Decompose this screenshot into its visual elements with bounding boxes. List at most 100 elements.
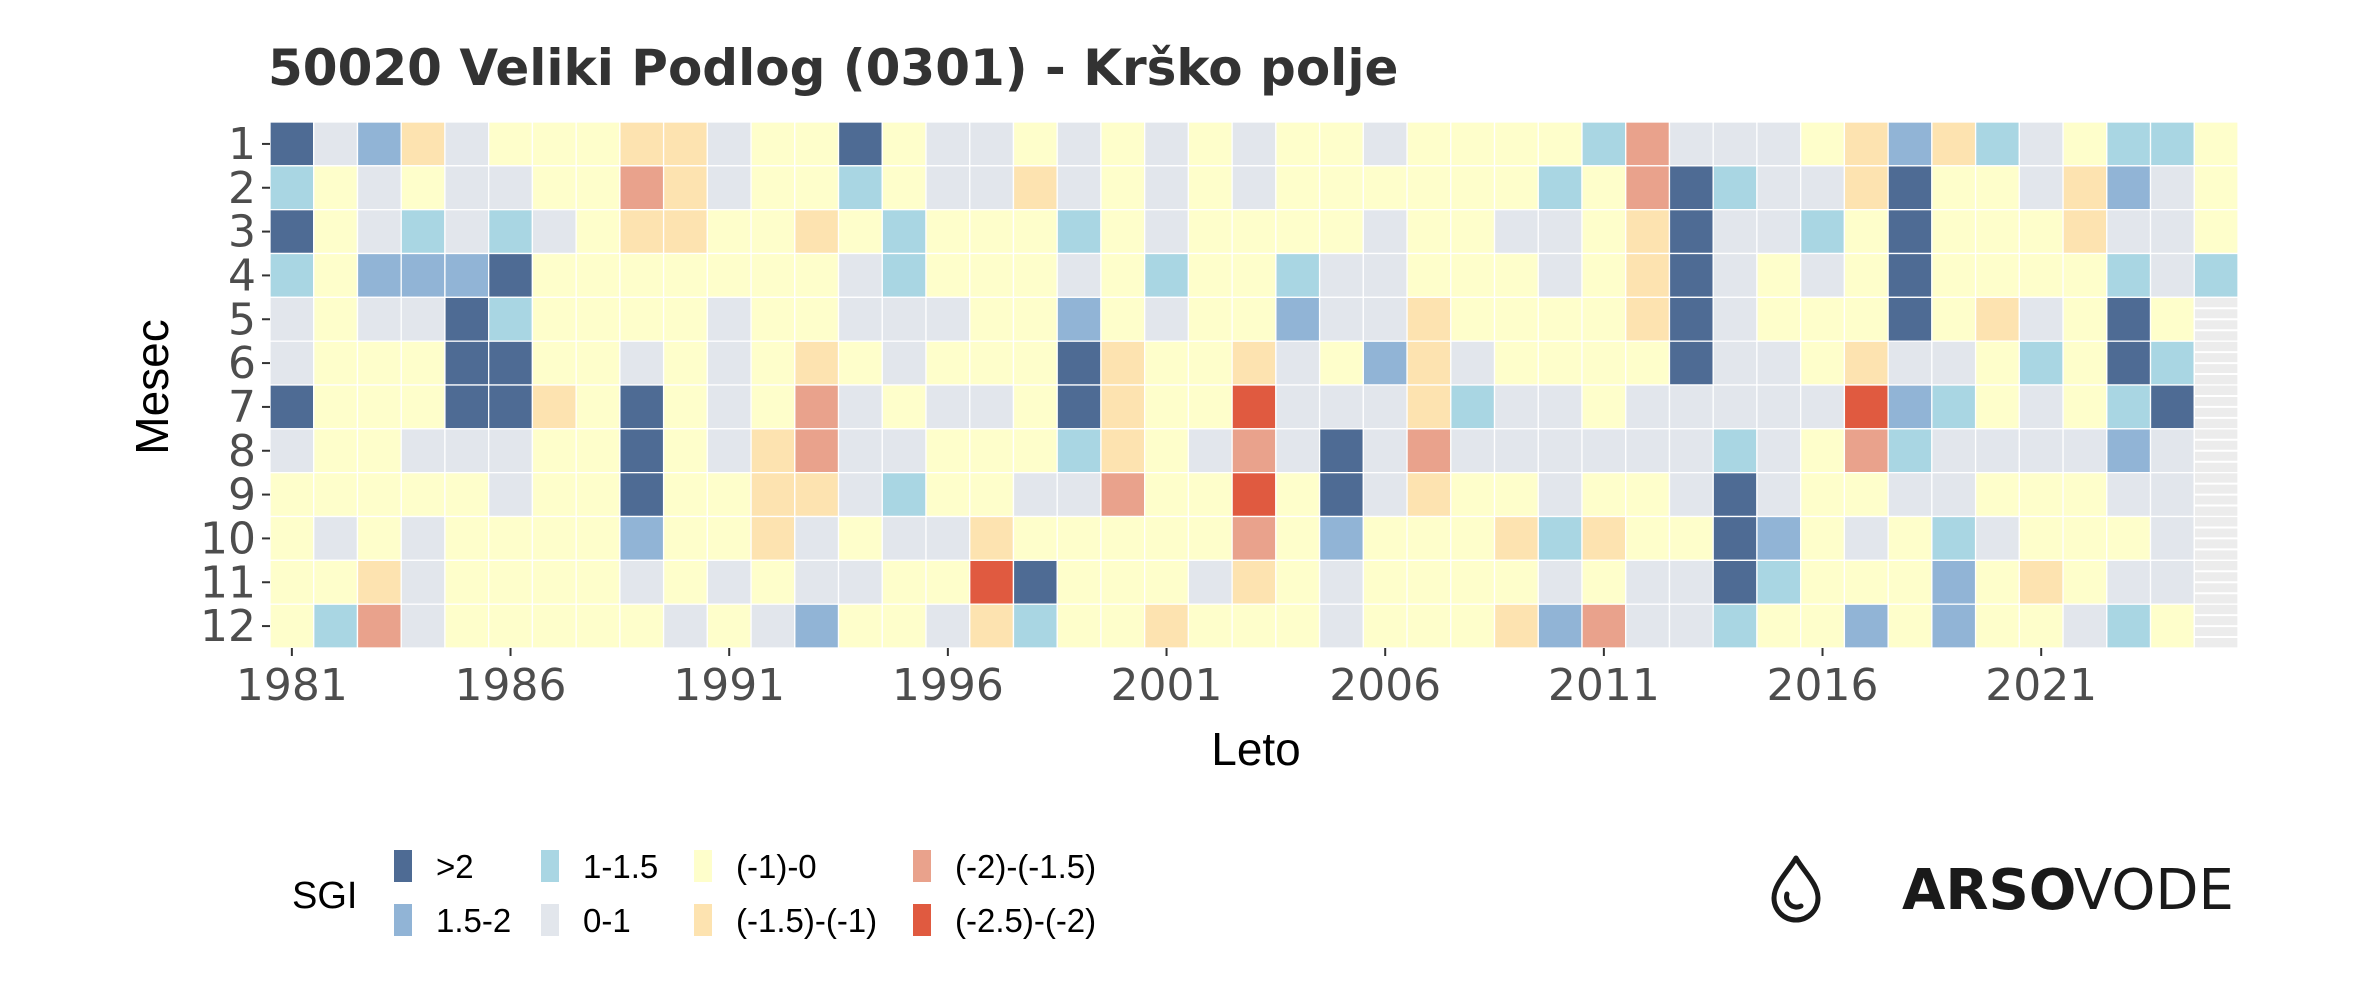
heatmap-cell-2003-6 — [1231, 340, 1277, 386]
heatmap-cell-2023-1 — [2106, 121, 2152, 167]
heatmap-cell-2001-6 — [1144, 340, 1190, 386]
heatmap-cell-2020-11 — [1974, 559, 2020, 605]
heatmap-cell-2011-2 — [1581, 165, 1627, 211]
legend-swatch — [913, 904, 931, 936]
heatmap-cell-1986-11 — [488, 559, 534, 605]
heatmap-cell-1981-5 — [269, 296, 315, 342]
heatmap-cell-2019-11 — [1931, 559, 1977, 605]
heatmap-cell-2002-11 — [1187, 559, 1233, 605]
heatmap-cell-2015-2 — [1756, 165, 1802, 211]
heatmap-cell-1982-12 — [313, 603, 359, 649]
x-axis-title: Leto — [1211, 723, 1301, 775]
legend-swatch — [913, 850, 931, 882]
heatmap-cell-2021-11 — [2018, 559, 2064, 605]
heatmap-cell-1987-5 — [531, 296, 577, 342]
heatmap-cell-2018-1 — [1887, 121, 1933, 167]
heatmap-cell-1992-9 — [750, 472, 796, 518]
heatmap-cell-2011-11 — [1581, 559, 1627, 605]
heatmap-cell-2002-2 — [1187, 165, 1233, 211]
heatmap-cell-1983-8 — [356, 428, 402, 474]
heatmap-cell-1985-12 — [444, 603, 490, 649]
heatmap-cell-1996-3 — [925, 209, 971, 255]
water-drop-icon — [1771, 855, 1821, 923]
heatmap-cell-2016-6 — [1800, 340, 1846, 386]
heatmap-cell-2006-10 — [1362, 515, 1408, 561]
heatmap-cell-2005-10 — [1318, 515, 1364, 561]
heatmap-cell-1993-9 — [794, 472, 840, 518]
y-tick-label: 10 — [200, 513, 256, 564]
heatmap-cell-2023-2 — [2106, 165, 2152, 211]
heatmap-cell-1983-7 — [356, 384, 402, 430]
heatmap-cell-2002-9 — [1187, 472, 1233, 518]
heatmap-cell-2021-1 — [2018, 121, 2064, 167]
y-tick-label: 1 — [228, 119, 256, 170]
heatmap-cell-2013-11 — [1668, 559, 1714, 605]
heatmap-cell-1997-6 — [969, 340, 1015, 386]
heatmap-cell-1991-8 — [706, 428, 752, 474]
heatmap-cell-1985-9 — [444, 472, 490, 518]
heatmap-cell-1994-3 — [837, 209, 883, 255]
heatmap-cell-2005-1 — [1318, 121, 1364, 167]
heatmap-cell-2020-9 — [1974, 472, 2020, 518]
heatmap-cell-1997-8 — [969, 428, 1015, 474]
heatmap-cell-2024-3 — [2149, 209, 2195, 255]
heatmap-cell-2007-4 — [1406, 252, 1452, 298]
heatmap-cell-2010-10 — [1537, 515, 1583, 561]
heatmap-cell-2016-3 — [1800, 209, 1846, 255]
heatmap-cell-2017-8 — [1843, 428, 1889, 474]
heatmap-cell-1981-2 — [269, 165, 315, 211]
heatmap-cell-2017-5 — [1843, 296, 1889, 342]
heatmap-cell-2008-5 — [1450, 296, 1496, 342]
heatmap-cell-2009-9 — [1493, 472, 1539, 518]
heatmap-cell-2005-5 — [1318, 296, 1364, 342]
heatmap-cell-1984-4 — [400, 252, 446, 298]
heatmap-cell-2022-3 — [2062, 209, 2108, 255]
heatmap-cell-2022-8 — [2062, 428, 2108, 474]
heatmap-cell-2014-5 — [1712, 296, 1758, 342]
heatmap-cell-2024-11 — [2149, 559, 2195, 605]
heatmap-cell-1999-6 — [1056, 340, 1102, 386]
heatmap-cell-1986-5 — [488, 296, 534, 342]
heatmap-cell-1999-1 — [1056, 121, 1102, 167]
heatmap-cell-2014-7 — [1712, 384, 1758, 430]
heatmap-cell-2023-12 — [2106, 603, 2152, 649]
heatmap-cell-2008-8 — [1450, 428, 1496, 474]
heatmap-cell-1989-1 — [619, 121, 665, 167]
heatmap-cell-1986-1 — [488, 121, 534, 167]
heatmap-cell-2007-10 — [1406, 515, 1452, 561]
heatmap-cell-2008-1 — [1450, 121, 1496, 167]
legend-title: SGI — [292, 875, 357, 917]
heatmap-cell-2013-4 — [1668, 252, 1714, 298]
heatmap-cell-2004-11 — [1275, 559, 1321, 605]
heatmap-cell-2012-10 — [1625, 515, 1671, 561]
heatmap-cell-1998-4 — [1012, 252, 1058, 298]
heatmap-cell-1987-7 — [531, 384, 577, 430]
heatmap-cell-2005-4 — [1318, 252, 1364, 298]
heatmap-cell-1993-1 — [794, 121, 840, 167]
heatmap-cell-2003-5 — [1231, 296, 1277, 342]
heatmap-cell-1990-7 — [662, 384, 708, 430]
heatmap-cell-1990-5 — [662, 296, 708, 342]
heatmap-cell-2009-7 — [1493, 384, 1539, 430]
heatmap-cell-1991-5 — [706, 296, 752, 342]
heatmap-cell-2020-1 — [1974, 121, 2020, 167]
heatmap-cell-2006-9 — [1362, 472, 1408, 518]
heatmap-cell-1985-8 — [444, 428, 490, 474]
heatmap-cell-1991-2 — [706, 165, 752, 211]
chart-title: 50020 Veliki Podlog (0301) - Krško polje — [268, 39, 1398, 97]
heatmap-cell-1998-10 — [1012, 515, 1058, 561]
heatmap-cell-2018-8 — [1887, 428, 1933, 474]
heatmap-cell-2013-9 — [1668, 472, 1714, 518]
heatmap-cell-2018-4 — [1887, 252, 1933, 298]
heatmap-cell-2015-3 — [1756, 209, 1802, 255]
heatmap-cell-2016-9 — [1800, 472, 1846, 518]
heatmap-cell-2008-7 — [1450, 384, 1496, 430]
heatmap-cell-2009-8 — [1493, 428, 1539, 474]
heatmap-cell-2021-2 — [2018, 165, 2064, 211]
heatmap-cell-1988-1 — [575, 121, 621, 167]
heatmap-cell-1996-7 — [925, 384, 971, 430]
heatmap-cell-1996-8 — [925, 428, 971, 474]
heatmap-cell-1984-8 — [400, 428, 446, 474]
heatmap-cell-2016-1 — [1800, 121, 1846, 167]
heatmap-cell-1987-3 — [531, 209, 577, 255]
